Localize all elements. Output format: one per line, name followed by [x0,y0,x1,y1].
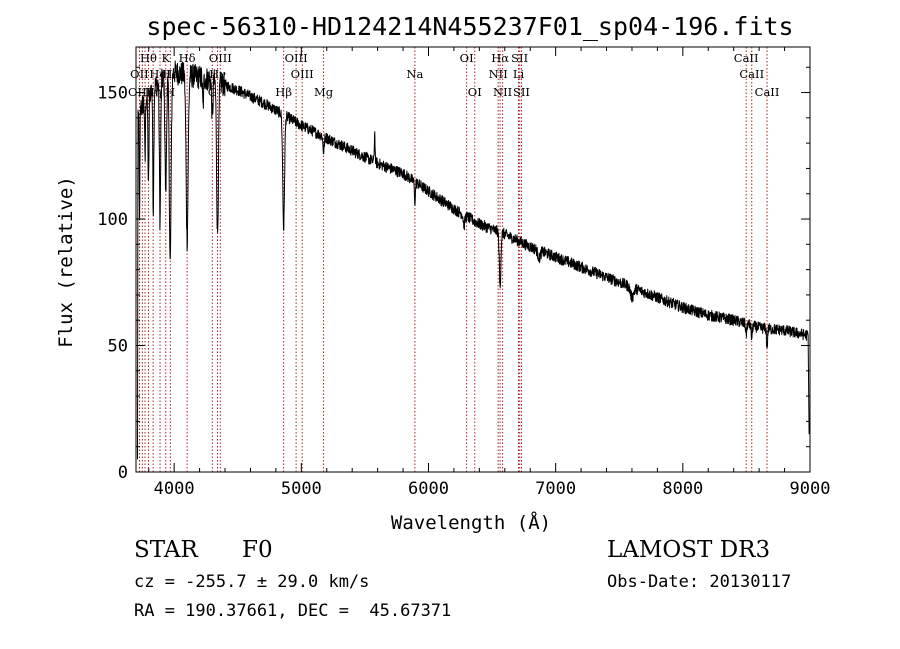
x-axis-label: Wavelength (Å) [391,511,551,534]
x-tick-label: 5000 [281,479,322,499]
line-marker-label: OIII [291,67,314,81]
line-marker-label: OII [130,67,149,81]
class-label: STAR [134,537,198,563]
line-marker-label: SII [513,85,530,99]
line-marker-label: CaII [755,85,780,99]
plot-frame [135,46,811,473]
line-marker-label: CaII [734,51,759,65]
y-tick-label: 50 [108,337,128,357]
axes: 4000 5000 6000 7000 8000 9000 0 50 100 150 [97,46,831,499]
line-marker-label: Hθ [140,51,157,65]
x-tick-label: 4000 [154,479,195,499]
subclass-label: F0 [242,537,273,563]
line-marker-label: Hβ [275,85,292,99]
line-marker-label: K [161,51,170,65]
x-tick-label: 9000 [790,479,831,499]
x-tick-label: 6000 [408,479,449,499]
line-marker-label: Na [406,67,423,81]
line-marker-label: NII [489,67,508,81]
obs-date-text: Obs-Date: 20130117 [607,572,792,592]
x-tick-label: 8000 [662,479,703,499]
line-marker-label: OI [460,51,474,65]
line-marker-label: Li [513,67,525,81]
line-marker-label: SII [511,51,528,65]
line-marker-label: NII [493,85,512,99]
line-marker-label: H [165,85,175,99]
redshift-text: cz = -255.7 ± 29.0 km/s [134,572,370,592]
spectrum-line [137,60,810,460]
line-marker-label: OIII [285,51,308,65]
line-marker-label: HeI [149,67,170,81]
y-tick-label: 100 [97,210,128,230]
spectrum-series [137,60,810,460]
line-marker-label: Hδ [179,51,196,65]
line-marker-label: CaII [739,67,764,81]
x-tick-label: 7000 [535,479,576,499]
line-marker-label: Mg [314,85,334,99]
line-marker-label: Hα [491,51,509,65]
line-marker-label: OIII [209,51,232,65]
line-marker-label: G [208,85,217,99]
chart-title: spec-56310-HD124214N455237F01_sp04-196.f… [146,12,793,41]
y-tick-label: 150 [97,84,128,104]
coordinates-text: RA = 190.37661, DEC = 45.67371 [134,601,452,621]
line-marker-label: OI [468,85,482,99]
line-marker-label: OIII [128,85,151,99]
survey-label: LAMOST DR3 [607,537,771,563]
y-axis-label: Flux (relative) [55,176,77,348]
y-tick-label: 0 [118,463,128,483]
